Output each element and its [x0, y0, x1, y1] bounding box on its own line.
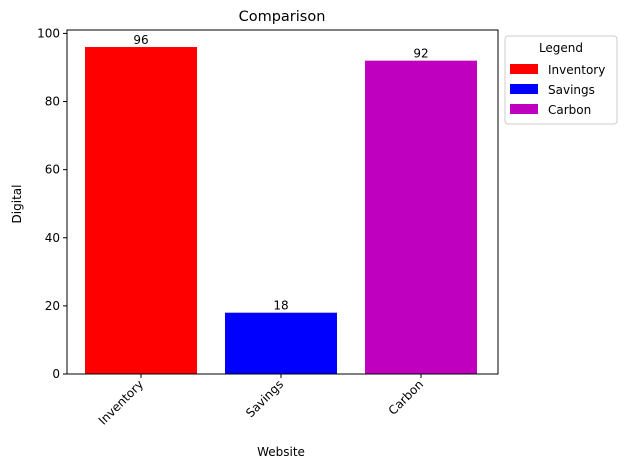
- legend-label-carbon: Carbon: [548, 103, 591, 117]
- bar-savings: [225, 312, 337, 374]
- y-tick-label: 20: [45, 299, 60, 313]
- plot-frame: [66, 29, 499, 375]
- y-tick-label: 100: [37, 26, 60, 40]
- y-tick-label: 80: [45, 95, 60, 109]
- bar-inventory: [85, 47, 197, 375]
- legend-box: [504, 35, 618, 125]
- legend-swatch-inventory: [510, 64, 538, 74]
- x-tick-label-savings: Savings: [243, 377, 286, 420]
- bar-carbon: [365, 60, 477, 374]
- legend-label-savings: Savings: [548, 83, 595, 97]
- y-tick-label: 0: [52, 367, 60, 381]
- legend-title: Legend: [539, 41, 583, 55]
- bar-value-label-carbon: 92: [413, 47, 428, 61]
- plot-area: 96 18 92: [66, 29, 499, 375]
- bar-value-label-inventory: 96: [133, 33, 148, 47]
- bar-value-label-savings: 18: [273, 299, 288, 313]
- legend: Legend Inventory Savings Carbon: [504, 35, 618, 125]
- x-axis: Inventory Savings Carbon: [96, 374, 426, 428]
- y-axis-label: Digital: [10, 185, 24, 224]
- legend-label-inventory: Inventory: [548, 63, 605, 77]
- y-tick-label: 60: [45, 163, 60, 177]
- x-tick-label-inventory: Inventory: [96, 377, 146, 427]
- y-tick-label: 40: [45, 231, 60, 245]
- legend-swatch-savings: [510, 84, 538, 94]
- y-axis: 0 20 40 60 80 100: [37, 26, 67, 381]
- x-tick-label-carbon: Carbon: [386, 377, 426, 417]
- chart-title: Comparison: [239, 9, 326, 25]
- x-axis-label: Website: [257, 445, 305, 459]
- legend-swatch-carbon: [510, 104, 538, 114]
